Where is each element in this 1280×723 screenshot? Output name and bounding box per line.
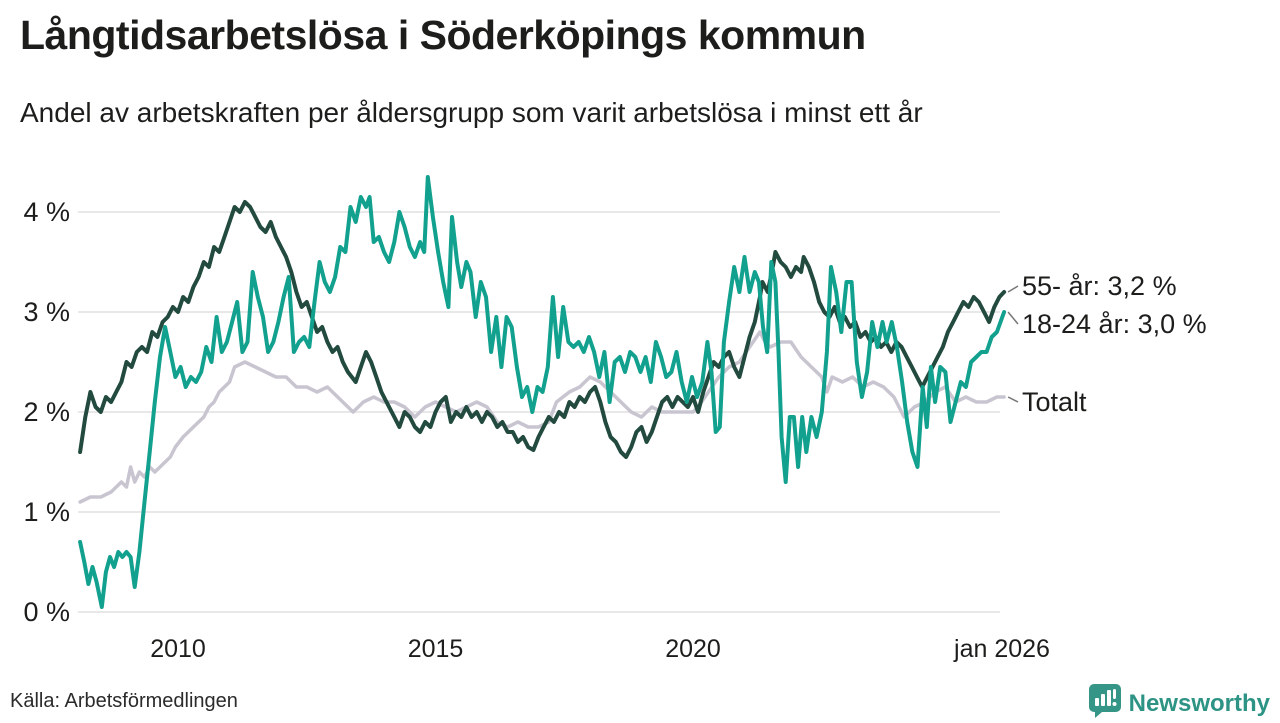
newsworthy-logo-icon: [1088, 684, 1121, 723]
label-leader-line: [1007, 285, 1019, 293]
x-axis-tick-label: 2020: [665, 635, 721, 663]
x-axis-tick-label: 2015: [408, 635, 464, 663]
page-title: Långtidsarbetslösa i Söderköpings kommun: [20, 12, 866, 58]
x-axis-tick-label: jan 2026: [953, 635, 1050, 663]
newsworthy-brand: Newsworthy: [1088, 684, 1270, 723]
y-axis-tick-label: 2 %: [23, 397, 70, 427]
series-line-Totalt: [78, 330, 1006, 504]
label-leader-line: [1007, 311, 1019, 325]
y-axis-tick-label: 1 %: [23, 497, 70, 527]
series-end-label: 55- år: 3,2 %: [1022, 271, 1177, 301]
series-line-55-r: [78, 200, 1007, 459]
x-axis-tick-label: 2010: [150, 635, 206, 663]
chart-subtitle: Andel av arbetskraften per åldersgrupp s…: [20, 97, 923, 128]
series-line-18-24r: [78, 175, 1007, 609]
y-axis-tick-label: 3 %: [23, 297, 70, 327]
source-note: Källa: Arbetsförmedlingen: [10, 690, 238, 712]
series-end-label: 18-24 år: 3,0 %: [1022, 309, 1207, 339]
y-axis-tick-label: 0 %: [23, 597, 70, 627]
series-end-label: Totalt: [1022, 387, 1087, 417]
label-leader-line: [1007, 396, 1019, 403]
newsworthy-logo-text: Newsworthy: [1128, 689, 1270, 717]
y-axis-tick-label: 4 %: [23, 197, 70, 227]
